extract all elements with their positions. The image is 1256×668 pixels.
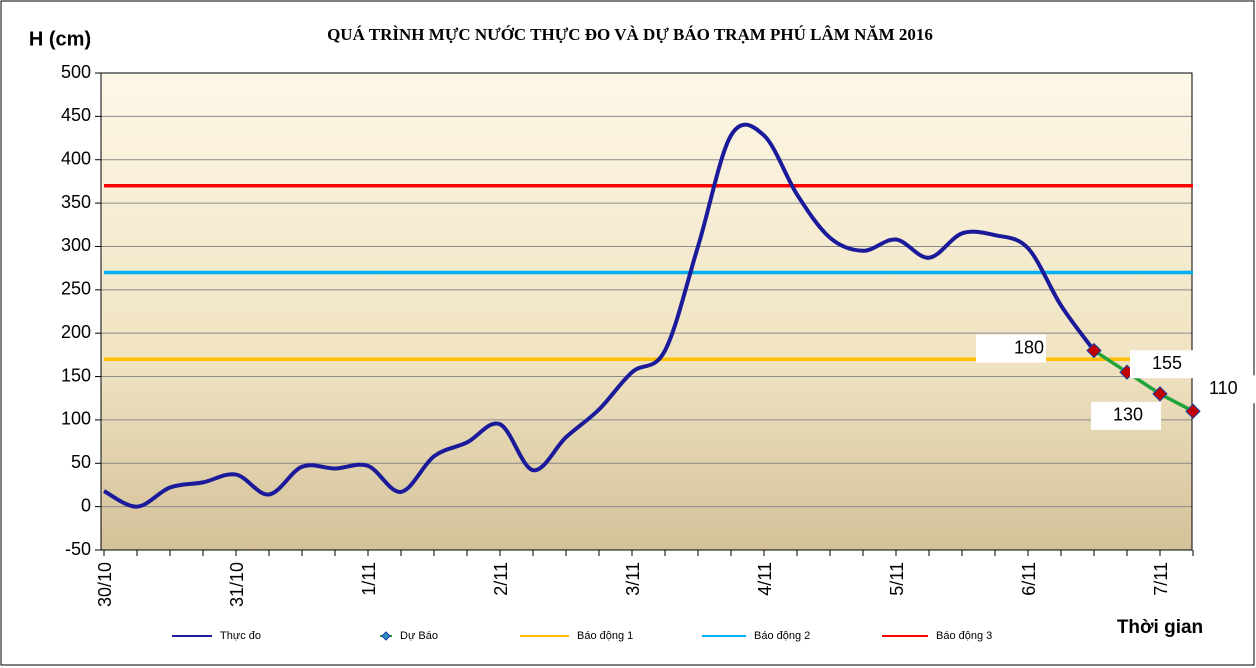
y-tick-label: 50	[71, 452, 91, 472]
legend-label: Báo động 2	[754, 630, 810, 642]
data-label-box	[1201, 375, 1256, 404]
data-label-box	[1130, 350, 1200, 379]
x-tick-label: 7/11	[1151, 562, 1171, 596]
data-label: 180	[1014, 337, 1044, 357]
series-line	[1093, 349, 1194, 413]
data-label-box	[976, 334, 1046, 363]
marker	[1086, 342, 1102, 359]
y-tick-label: 350	[61, 192, 91, 212]
y-tick-label: 250	[61, 279, 91, 299]
data-label: 155	[1152, 353, 1182, 373]
x-tick-label: 31/10	[227, 562, 247, 607]
plot-border	[100, 72, 1193, 551]
x-tick-label: 5/11	[887, 562, 907, 596]
y-tick-label: 300	[61, 235, 91, 255]
x-tick-label: 4/11	[755, 562, 775, 596]
x-tick-label: 6/11	[1019, 562, 1039, 596]
y-tick-label: 400	[61, 148, 91, 168]
data-label-box	[1091, 401, 1161, 430]
legend-label: Dự Báo	[400, 630, 438, 642]
y-tick-label: -50	[65, 539, 91, 559]
y-tick-label: 100	[61, 409, 91, 429]
x-tick-label: 1/11	[359, 562, 379, 596]
series-line	[103, 122, 1096, 509]
legend-label: Thực đo	[220, 630, 261, 642]
x-tick-label: 30/10	[95, 562, 115, 607]
x-tick-label: 2/11	[491, 562, 511, 596]
chart-title: QUÁ TRÌNH MỰC NƯỚC THỰC ĐO VÀ DỰ BÁO TRẠ…	[327, 25, 933, 44]
x-tick-label: 3/11	[623, 562, 643, 596]
marker	[1152, 386, 1168, 402]
y-axis-title: H (cm)	[29, 28, 91, 50]
data-label: 110	[1209, 378, 1238, 398]
y-tick-label: 500	[61, 62, 91, 82]
data-label: 130	[1113, 405, 1143, 425]
y-tick-label: 0	[81, 495, 91, 515]
x-axis-title: Thời gian	[1117, 617, 1203, 638]
legend-label: Báo động 3	[936, 630, 992, 642]
plot-area	[101, 73, 1192, 550]
marker	[1185, 403, 1201, 419]
y-tick-label: 450	[61, 105, 91, 125]
y-tick-label: 200	[61, 322, 91, 342]
y-tick-label: 150	[61, 365, 91, 385]
legend-label: Báo động 1	[577, 630, 633, 642]
legend-marker	[381, 631, 391, 641]
